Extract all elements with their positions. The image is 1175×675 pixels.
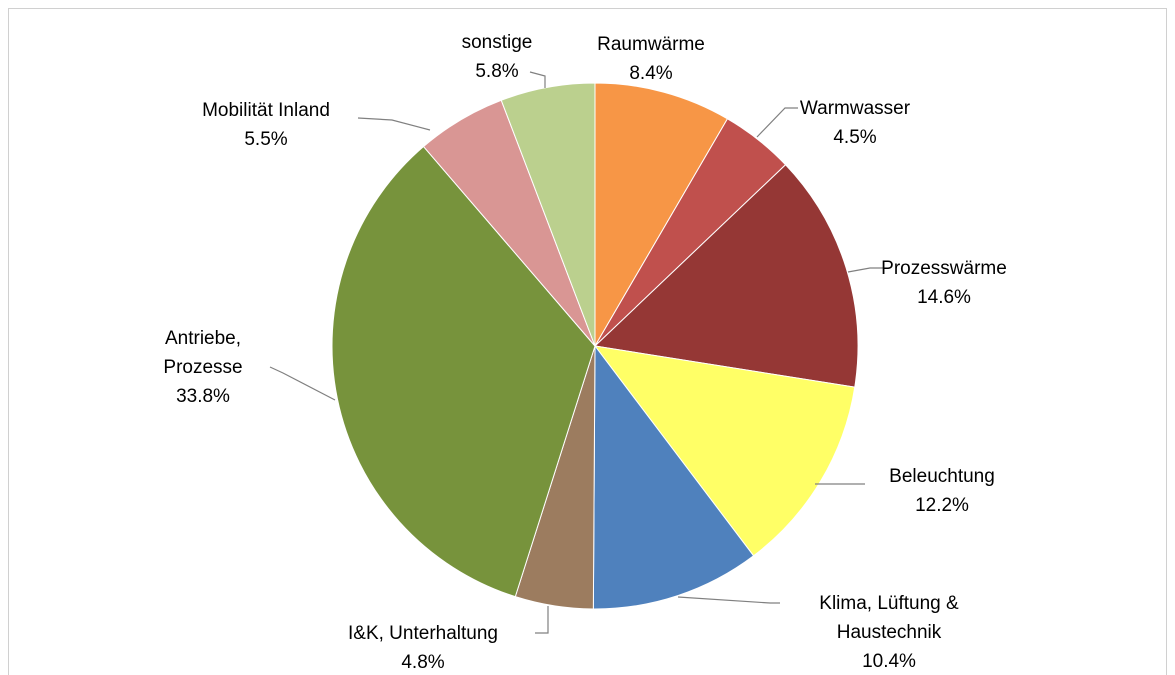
- leader-line: [847, 267, 883, 273]
- leader-line: [529, 71, 546, 88]
- value-label: 12.2%: [915, 495, 969, 516]
- value-label: 33.8%: [176, 386, 230, 407]
- value-label: 4.5%: [833, 127, 877, 148]
- leader-line: [535, 606, 549, 634]
- category-label: I&K, Unterhaltung: [348, 623, 498, 644]
- category-label: Antriebe, Prozesse: [163, 328, 243, 378]
- value-label: 8.4%: [629, 63, 673, 84]
- pie-slice: [592, 344, 755, 610]
- data-label: Raumwärme 8.4%: [551, 30, 751, 88]
- value-label: 5.5%: [244, 129, 288, 150]
- data-label: I&K, Unterhaltung 4.8%: [308, 619, 538, 675]
- pie-slice: [593, 345, 856, 557]
- data-label: Mobilität Inland 5.5%: [151, 96, 381, 154]
- pie-slice: [500, 82, 596, 347]
- data-label: sonstige 5.8%: [422, 28, 572, 86]
- data-label: Warmwasser 4.5%: [755, 94, 955, 152]
- leader-line: [677, 596, 780, 604]
- leader-line: [357, 117, 431, 131]
- value-label: 4.8%: [401, 652, 445, 673]
- pie-slice: [594, 82, 729, 348]
- category-label: sonstige: [461, 32, 533, 53]
- pie-slice: [593, 164, 859, 388]
- leader-line: [269, 366, 336, 401]
- value-label: 10.4%: [862, 651, 916, 672]
- frame: [8, 8, 1167, 675]
- category-label: Raumwärme: [597, 34, 705, 55]
- data-label: Beleuchtung 12.2%: [842, 462, 1042, 520]
- pie-slice: [331, 145, 596, 598]
- category-label: Warmwasser: [799, 98, 911, 119]
- value-label: 5.8%: [475, 61, 519, 82]
- category-label: Prozesswärme: [881, 258, 1007, 279]
- category-label: Klima, Lüftung & Haustechnik: [819, 593, 959, 643]
- leader-line: [756, 107, 798, 138]
- data-label: Antriebe, Prozesse 33.8%: [148, 324, 258, 411]
- category-label: Mobilität Inland: [202, 100, 330, 121]
- data-label: Prozesswärme 14.6%: [844, 254, 1044, 312]
- value-label: 14.6%: [917, 287, 971, 308]
- category-label: Beleuchtung: [889, 466, 995, 487]
- data-label: Klima, Lüftung & Haustechnik 10.4%: [774, 589, 1004, 675]
